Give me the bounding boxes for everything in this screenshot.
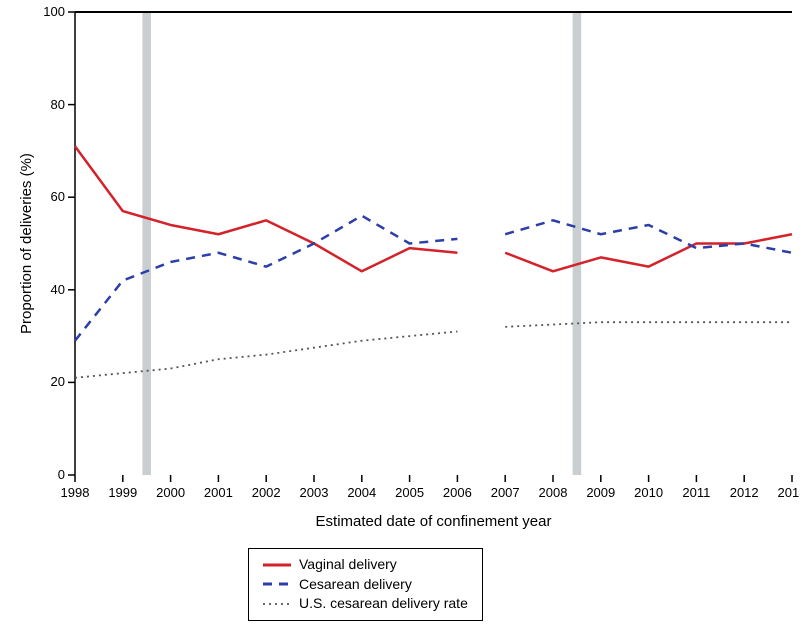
x-tick-label: 2010 bbox=[631, 485, 667, 500]
y-tick-label: 0 bbox=[29, 467, 65, 482]
y-tick-label: 40 bbox=[29, 282, 65, 297]
x-tick-label: 2003 bbox=[296, 485, 332, 500]
x-tick-label: 2002 bbox=[248, 485, 284, 500]
y-tick-label: 80 bbox=[29, 97, 65, 112]
y-tick-label: 20 bbox=[29, 374, 65, 389]
x-tick-label: 1999 bbox=[105, 485, 141, 500]
x-tick-label: 2005 bbox=[392, 485, 428, 500]
legend-item: Cesarean delivery bbox=[263, 575, 468, 595]
y-axis-label: Proportion of deliveries (%) bbox=[18, 153, 35, 334]
legend-label: U.S. cesarean delivery rate bbox=[299, 594, 468, 614]
x-axis-label: Estimated date of confinement year bbox=[304, 513, 564, 530]
legend-item: U.S. cesarean delivery rate bbox=[263, 594, 468, 614]
x-tick-label: 2004 bbox=[344, 485, 380, 500]
legend-item: Vaginal delivery bbox=[263, 555, 468, 575]
x-tick-label: 2000 bbox=[153, 485, 189, 500]
legend-swatch bbox=[263, 558, 291, 572]
x-tick-label: 2008 bbox=[535, 485, 571, 500]
x-tick-label: 2007 bbox=[487, 485, 523, 500]
x-tick-label: 2009 bbox=[583, 485, 619, 500]
y-tick-label: 100 bbox=[29, 4, 65, 19]
legend-label: Vaginal delivery bbox=[299, 555, 397, 575]
x-tick-label: 2013 bbox=[774, 485, 800, 500]
x-tick-label: 2012 bbox=[726, 485, 762, 500]
x-tick-label: 2011 bbox=[678, 485, 714, 500]
legend-swatch bbox=[263, 597, 291, 611]
x-tick-label: 2006 bbox=[439, 485, 475, 500]
x-tick-label: 2001 bbox=[200, 485, 236, 500]
legend-label: Cesarean delivery bbox=[299, 575, 412, 595]
x-tick-label: 1998 bbox=[57, 485, 93, 500]
y-tick-label: 60 bbox=[29, 189, 65, 204]
legend-swatch bbox=[263, 577, 291, 591]
delivery-proportion-chart: Proportion of deliveries (%) Estimated d… bbox=[0, 0, 800, 644]
chart-legend: Vaginal deliveryCesarean deliveryU.S. ce… bbox=[248, 548, 483, 621]
